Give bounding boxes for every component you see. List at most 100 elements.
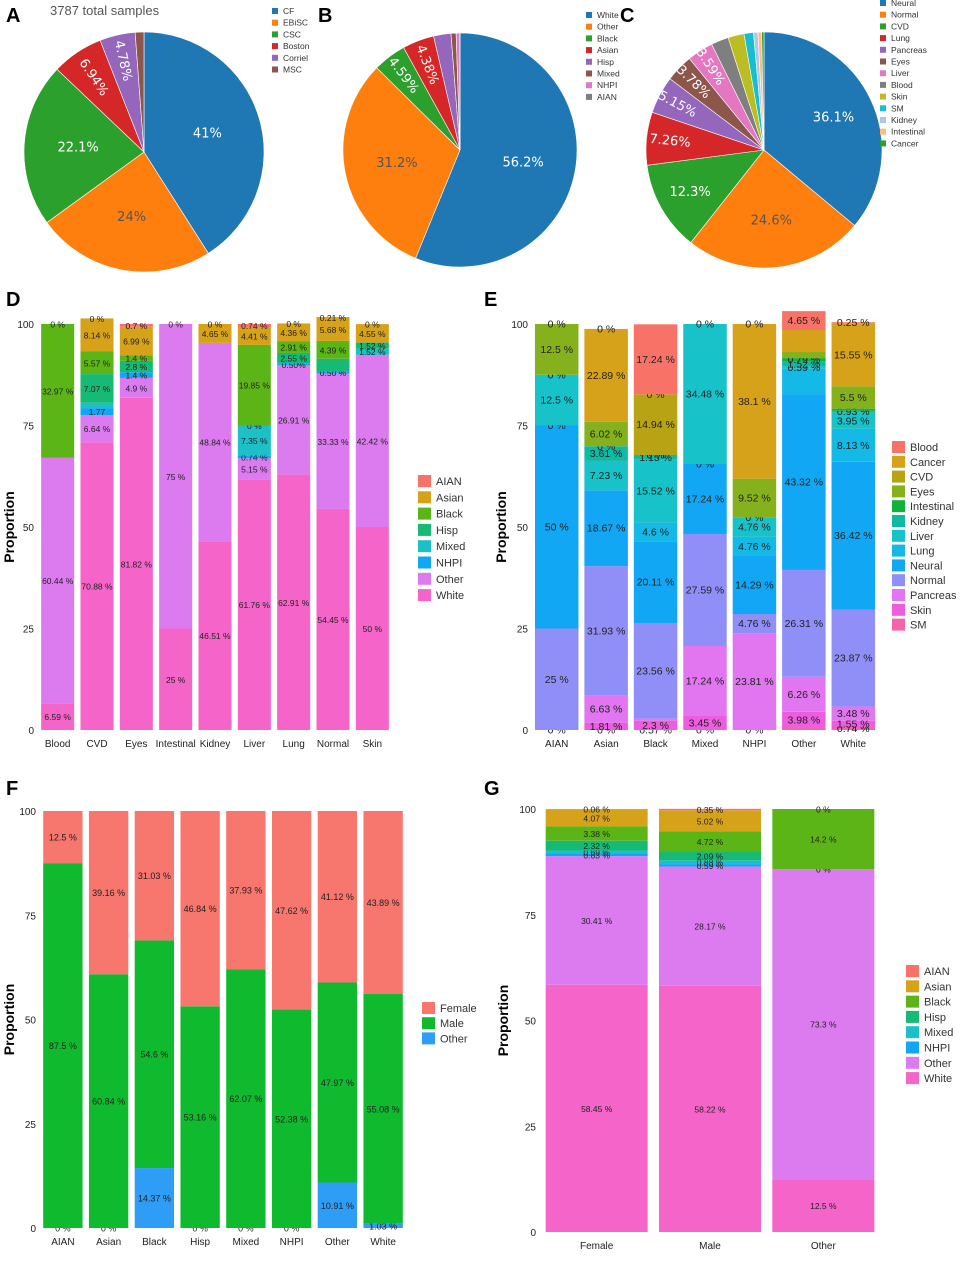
x-tick-label: Black (142, 1237, 167, 1248)
panel-letter-g: G (484, 778, 500, 800)
bar-segment-female (134, 811, 175, 941)
bar-segment-other (355, 354, 389, 527)
bar-data-label: 60.84 % (92, 1097, 125, 1107)
bar-data-label: 87.5 % (49, 1041, 77, 1051)
legend-label: Normal (910, 575, 945, 587)
bar-data-label: 6.63 % (590, 704, 623, 716)
bar-data-label: 3.95 % (837, 415, 870, 427)
bar-segment-male (317, 982, 358, 1183)
legend-label: Cancer (891, 138, 919, 148)
legend-swatch (418, 556, 431, 569)
panel-letter-b: B (318, 5, 332, 27)
y-tick-label: 75 (525, 911, 537, 922)
bar-segment-kidney (584, 446, 628, 461)
pie-slice-cancer (761, 31, 765, 151)
legend-label: Hisp (436, 525, 458, 537)
bar-segment-asian (80, 318, 114, 352)
legend-label: Mixed (436, 541, 465, 553)
bar-data-label: 58.45 % (581, 1104, 613, 1114)
legend-label: Kidney (891, 115, 918, 125)
legend-label: SM (910, 620, 927, 632)
bar-data-label: 3.98 % (788, 714, 821, 726)
legend-label: Mixed (597, 69, 620, 79)
pie-slice-other (342, 67, 461, 259)
x-tick-label: Mixed (692, 739, 719, 750)
bar-data-label: 30.41 % (581, 916, 613, 926)
bar-data-label: 0 % (55, 1224, 71, 1234)
bar-segment-neural (633, 541, 678, 623)
legend-label: Mixed (924, 1027, 953, 1039)
bar-data-label: 6.99 % (123, 336, 150, 346)
bar-segment-normal (683, 533, 727, 646)
legend-label: Liver (910, 531, 934, 543)
legend-label: Other (597, 22, 618, 32)
bar-data-label: 4.72 % (697, 837, 724, 847)
bar-segment-neural (732, 555, 777, 615)
bar-data-label: 33.33 % (317, 437, 349, 447)
x-tick-label: Black (643, 739, 668, 750)
bar-segment-asian (316, 317, 350, 341)
bar-data-label: 0.74 % (241, 452, 268, 462)
bar-segment-normal (782, 569, 826, 677)
bar-data-label: 34.48 % (686, 388, 725, 400)
bar-data-label: 25 % (545, 674, 569, 686)
legend-swatch (880, 81, 886, 88)
legend-label: Black (436, 509, 463, 521)
x-tick-label: Male (699, 1241, 721, 1252)
legend-swatch (880, 117, 886, 123)
bar-segment-neural (683, 463, 727, 534)
bar-data-label: 7.07 % (84, 384, 111, 394)
legend-swatch (906, 980, 919, 993)
bar-data-label: 4.76 % (738, 522, 771, 534)
legend-swatch (892, 544, 905, 557)
bar-data-label: 7.35 % (241, 436, 268, 446)
bar-segment-white (159, 628, 193, 730)
bar-data-label: 53.16 % (184, 1113, 217, 1123)
legend-label: Cancer (910, 457, 946, 469)
bar-segment-mixed (80, 402, 114, 409)
bar-segment-black (316, 340, 350, 359)
bar-segment-lung (831, 428, 876, 462)
legend-label: Asian (597, 45, 619, 55)
bar-segment-hisp (277, 352, 311, 364)
legend-swatch (892, 589, 905, 601)
legend-swatch (422, 1017, 435, 1030)
bar-data-label: 4.76 % (738, 541, 771, 553)
bar-data-label: 4.6 % (642, 526, 669, 538)
bar-segment-cancer (782, 330, 826, 353)
bar-data-label: 17.24 % (686, 675, 725, 687)
legend-swatch (586, 70, 592, 77)
bar-data-label: 0 % (238, 1224, 254, 1234)
legend-swatch (892, 574, 905, 587)
bar-segment-white (80, 442, 114, 730)
legend-label: Other (440, 1033, 468, 1045)
legend-swatch (586, 47, 592, 54)
bar-segment-female (43, 811, 83, 864)
bar-segment-black (277, 341, 311, 353)
bar-data-label: 1.81 % (590, 721, 623, 733)
bar-data-label: 52.38 % (275, 1114, 308, 1124)
legend-label: Normal (891, 10, 919, 20)
pie-slice-label: 31.2% (376, 156, 417, 171)
y-axis-label: Proportion (1, 984, 17, 1056)
bar-data-label: 0 % (50, 320, 65, 330)
y-tick-label: 100 (511, 320, 528, 331)
bar-data-label: 23.81 % (735, 676, 774, 688)
bar-segment-black (41, 324, 75, 458)
bar-segment-aian (119, 323, 153, 327)
bar-segment-black (545, 826, 648, 841)
bar-chart-d: D 0 25 50 75 100 Proportion 6.59 % 60.44 % 32.97 … (1, 289, 465, 750)
legend-swatch (906, 995, 919, 1008)
legend-swatch (892, 515, 905, 527)
bar-data-label: 39.16 % (92, 888, 125, 898)
bar-data-label: 58.22 % (694, 1104, 726, 1114)
pie-slice-ebisc (46, 151, 209, 273)
x-tick-label: CVD (86, 739, 107, 750)
x-tick-label: AIAN (545, 739, 568, 750)
legend-swatch (418, 589, 431, 602)
bar-segment-white (198, 541, 232, 730)
bar-data-label: 73.3 % (810, 1020, 837, 1030)
legend-swatch (586, 12, 592, 18)
pie-slice-csc (23, 68, 145, 223)
pie-chart-c: C36.1%24.6%12.3%7.26%5.15%3.78%3.59%Neur… (620, 0, 927, 269)
